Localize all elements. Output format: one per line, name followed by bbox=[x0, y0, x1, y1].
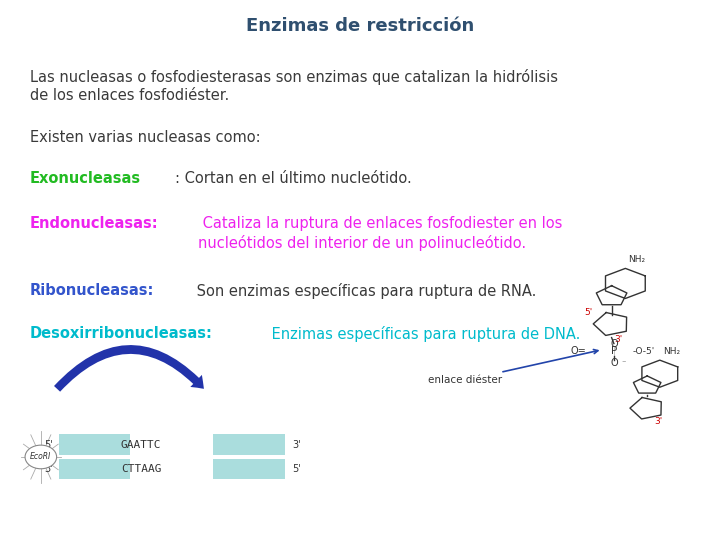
Text: EcoRI: EcoRI bbox=[30, 453, 51, 462]
Text: GAATTC: GAATTC bbox=[121, 440, 161, 450]
Text: O=: O= bbox=[571, 346, 586, 356]
Text: NH₂: NH₂ bbox=[629, 255, 645, 264]
Text: 3': 3' bbox=[45, 464, 53, 474]
Text: Ribonucleasas:: Ribonucleasas: bbox=[30, 284, 155, 299]
Text: 3': 3' bbox=[292, 440, 300, 450]
Text: NH₂: NH₂ bbox=[662, 347, 680, 356]
Text: Las nucleasas o fosfodiesterasas son enzimas que catalizan la hidrólisis: Las nucleasas o fosfodiesterasas son enz… bbox=[30, 69, 558, 85]
Circle shape bbox=[25, 445, 57, 469]
Text: 5': 5' bbox=[44, 440, 53, 450]
Text: ⁻: ⁻ bbox=[622, 359, 626, 368]
Text: CTTAAG: CTTAAG bbox=[121, 464, 161, 474]
Text: -O-5': -O-5' bbox=[632, 347, 654, 356]
Text: 5': 5' bbox=[585, 307, 593, 316]
Text: Cataliza la ruptura de enlaces fosfodiester en los
nucleótidos del interior de u: Cataliza la ruptura de enlaces fosfodies… bbox=[197, 217, 562, 251]
Text: Son enzimas específicas para ruptura de RNA.: Son enzimas específicas para ruptura de … bbox=[192, 284, 536, 300]
FancyBboxPatch shape bbox=[213, 458, 284, 479]
Text: Cataliza la ruptura de enlaces fosfodiester en los: Cataliza la ruptura de enlaces fosfodies… bbox=[197, 217, 562, 231]
Text: O: O bbox=[610, 358, 618, 368]
Text: 5': 5' bbox=[292, 464, 301, 474]
Text: Desoxirribonucleasas:: Desoxirribonucleasas: bbox=[30, 326, 213, 341]
FancyBboxPatch shape bbox=[59, 434, 130, 455]
FancyBboxPatch shape bbox=[213, 434, 284, 455]
Text: 3': 3' bbox=[654, 417, 663, 426]
Text: Existen varias nucleasas como:: Existen varias nucleasas como: bbox=[30, 130, 261, 145]
Text: : Cortan en el último nucleótido.: : Cortan en el último nucleótido. bbox=[175, 171, 412, 186]
FancyBboxPatch shape bbox=[59, 458, 130, 479]
Text: enlace diéster: enlace diéster bbox=[428, 349, 598, 385]
Text: Endonucleasas:: Endonucleasas: bbox=[30, 217, 158, 231]
Text: Exonucleasas: Exonucleasas bbox=[30, 171, 141, 186]
Text: P: P bbox=[611, 346, 617, 356]
Text: O: O bbox=[610, 339, 618, 349]
FancyArrowPatch shape bbox=[54, 345, 204, 392]
Text: Enzimas de restricción: Enzimas de restricción bbox=[246, 17, 474, 35]
Text: 3': 3' bbox=[614, 335, 623, 343]
Text: Enzimas específicas para ruptura de DNA.: Enzimas específicas para ruptura de DNA. bbox=[267, 326, 580, 342]
Text: Las nucleasas o fosfodiesterasas son enzimas que catalizan la hidrólisis
de los : Las nucleasas o fosfodiesterasas son enz… bbox=[30, 69, 558, 103]
